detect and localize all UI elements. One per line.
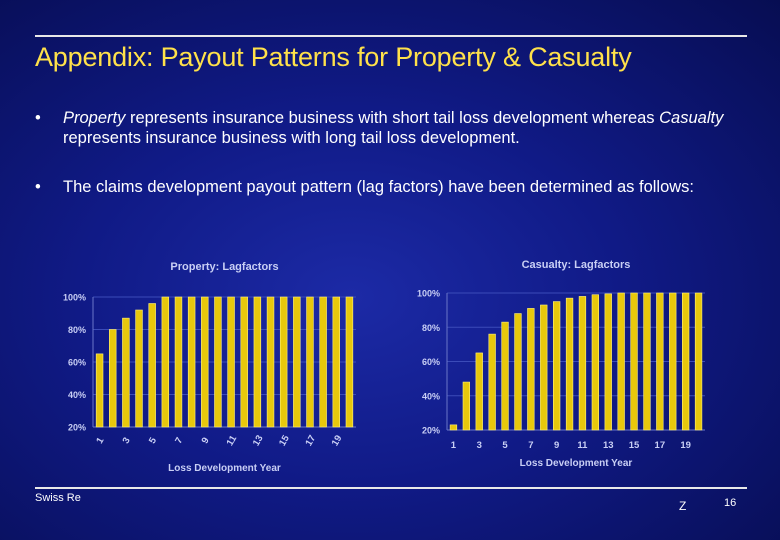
footer-rule (35, 487, 747, 489)
footer-company-name: Swiss Re (35, 492, 81, 504)
bar (449, 424, 458, 431)
bar (578, 296, 587, 431)
bar (345, 296, 354, 428)
bullet-text-run: represents insurance business with long … (63, 129, 520, 147)
x-tick-label: 17 (303, 433, 318, 448)
bullet-text: The claims development payout pattern (l… (63, 177, 743, 197)
bar (617, 292, 625, 431)
bar (161, 296, 170, 428)
x-tick-label: 13 (603, 440, 614, 451)
x-tick-label: 5 (147, 435, 160, 446)
bar (552, 301, 561, 431)
x-tick-label: 9 (554, 440, 559, 451)
bullet-dot: • (35, 178, 41, 196)
slide-title: Appendix: Payout Patterns for Property &… (35, 42, 632, 72)
bar (148, 303, 156, 428)
bar (266, 296, 275, 428)
bar (681, 292, 690, 431)
casualty-lagfactors-chart: Casualty: Lagfactors 20% 40% 60% 80% 100% 1 3 5 7… (398, 252, 728, 480)
bullet-dot: • (35, 109, 41, 127)
chart-title: Casualty: Lagfactors (522, 259, 631, 271)
bar (201, 296, 209, 428)
bar (253, 296, 262, 428)
bar (694, 292, 703, 431)
y-tick-label: 100% (417, 289, 440, 299)
y-tick-label: 20% (68, 423, 86, 433)
x-tick-label: 11 (577, 440, 588, 451)
bullet-emphasis: Property (63, 109, 126, 127)
bullet-emphasis: Casualty (659, 109, 724, 127)
y-tick-label: 60% (68, 358, 86, 368)
title-top-rule (35, 35, 747, 37)
bar (462, 381, 471, 431)
x-tick-label: 3 (477, 440, 482, 451)
y-tick-label: 40% (68, 390, 86, 400)
bullet-text-run: The claims development payout pattern (l… (63, 178, 695, 196)
bar (279, 296, 288, 428)
x-tick-label: 19 (330, 433, 345, 448)
bar (319, 296, 327, 428)
x-tick-label: 9 (200, 436, 212, 446)
bar (122, 317, 130, 428)
bar (514, 313, 522, 431)
x-tick-label: 1 (94, 435, 107, 446)
x-tick-label: 11 (225, 433, 240, 448)
bar (527, 308, 535, 431)
bar (240, 296, 248, 428)
footer-mark: Z (679, 499, 687, 513)
bar (214, 296, 222, 428)
bar (306, 296, 314, 428)
bar (227, 296, 235, 428)
bar (656, 292, 664, 431)
property-lagfactors-chart: Property: Lagfactors 20% 40% 60% 80% 100% 1 3 5 7… (30, 252, 370, 484)
y-tick-label: 60% (422, 357, 440, 367)
bullet-text-run: represents insurance business with short… (125, 109, 660, 127)
bar (135, 309, 143, 428)
bar (332, 296, 340, 428)
bar (293, 296, 301, 428)
x-tick-label: 1 (451, 440, 457, 451)
bar (95, 353, 104, 428)
page-number: 16 (724, 497, 737, 509)
x-tick-label: 19 (680, 440, 691, 451)
bar (669, 292, 677, 431)
x-tick-label: 15 (629, 440, 640, 451)
bar (187, 296, 196, 428)
bar (643, 292, 651, 431)
y-tick-label: 80% (68, 325, 86, 335)
x-tick-label: 17 (655, 440, 666, 451)
x-axis-label: Loss Development Year (520, 458, 633, 469)
y-tick-label: 100% (63, 293, 86, 303)
y-tick-label: 20% (422, 426, 440, 436)
x-tick-label: 5 (502, 440, 508, 451)
x-tick-label: 7 (173, 436, 185, 446)
y-tick-label: 80% (422, 323, 440, 333)
bar (488, 333, 496, 431)
x-tick-label: 15 (277, 433, 292, 448)
bar (565, 297, 574, 431)
x-tick-label: 13 (251, 433, 266, 448)
bullet-text: Property represents insurance business w… (63, 108, 743, 148)
bar (475, 352, 483, 431)
bar (501, 321, 509, 431)
chart-title: Property: Lagfactors (170, 261, 278, 273)
bar (174, 296, 183, 428)
bar (604, 293, 612, 431)
bar (109, 329, 117, 428)
y-tick-label: 40% (422, 391, 440, 401)
bar (630, 292, 638, 431)
x-axis-label: Loss Development Year (168, 463, 281, 474)
x-tick-label: 3 (121, 436, 133, 446)
bar (591, 294, 600, 431)
x-tick-label: 7 (528, 440, 533, 451)
bar (540, 304, 548, 431)
